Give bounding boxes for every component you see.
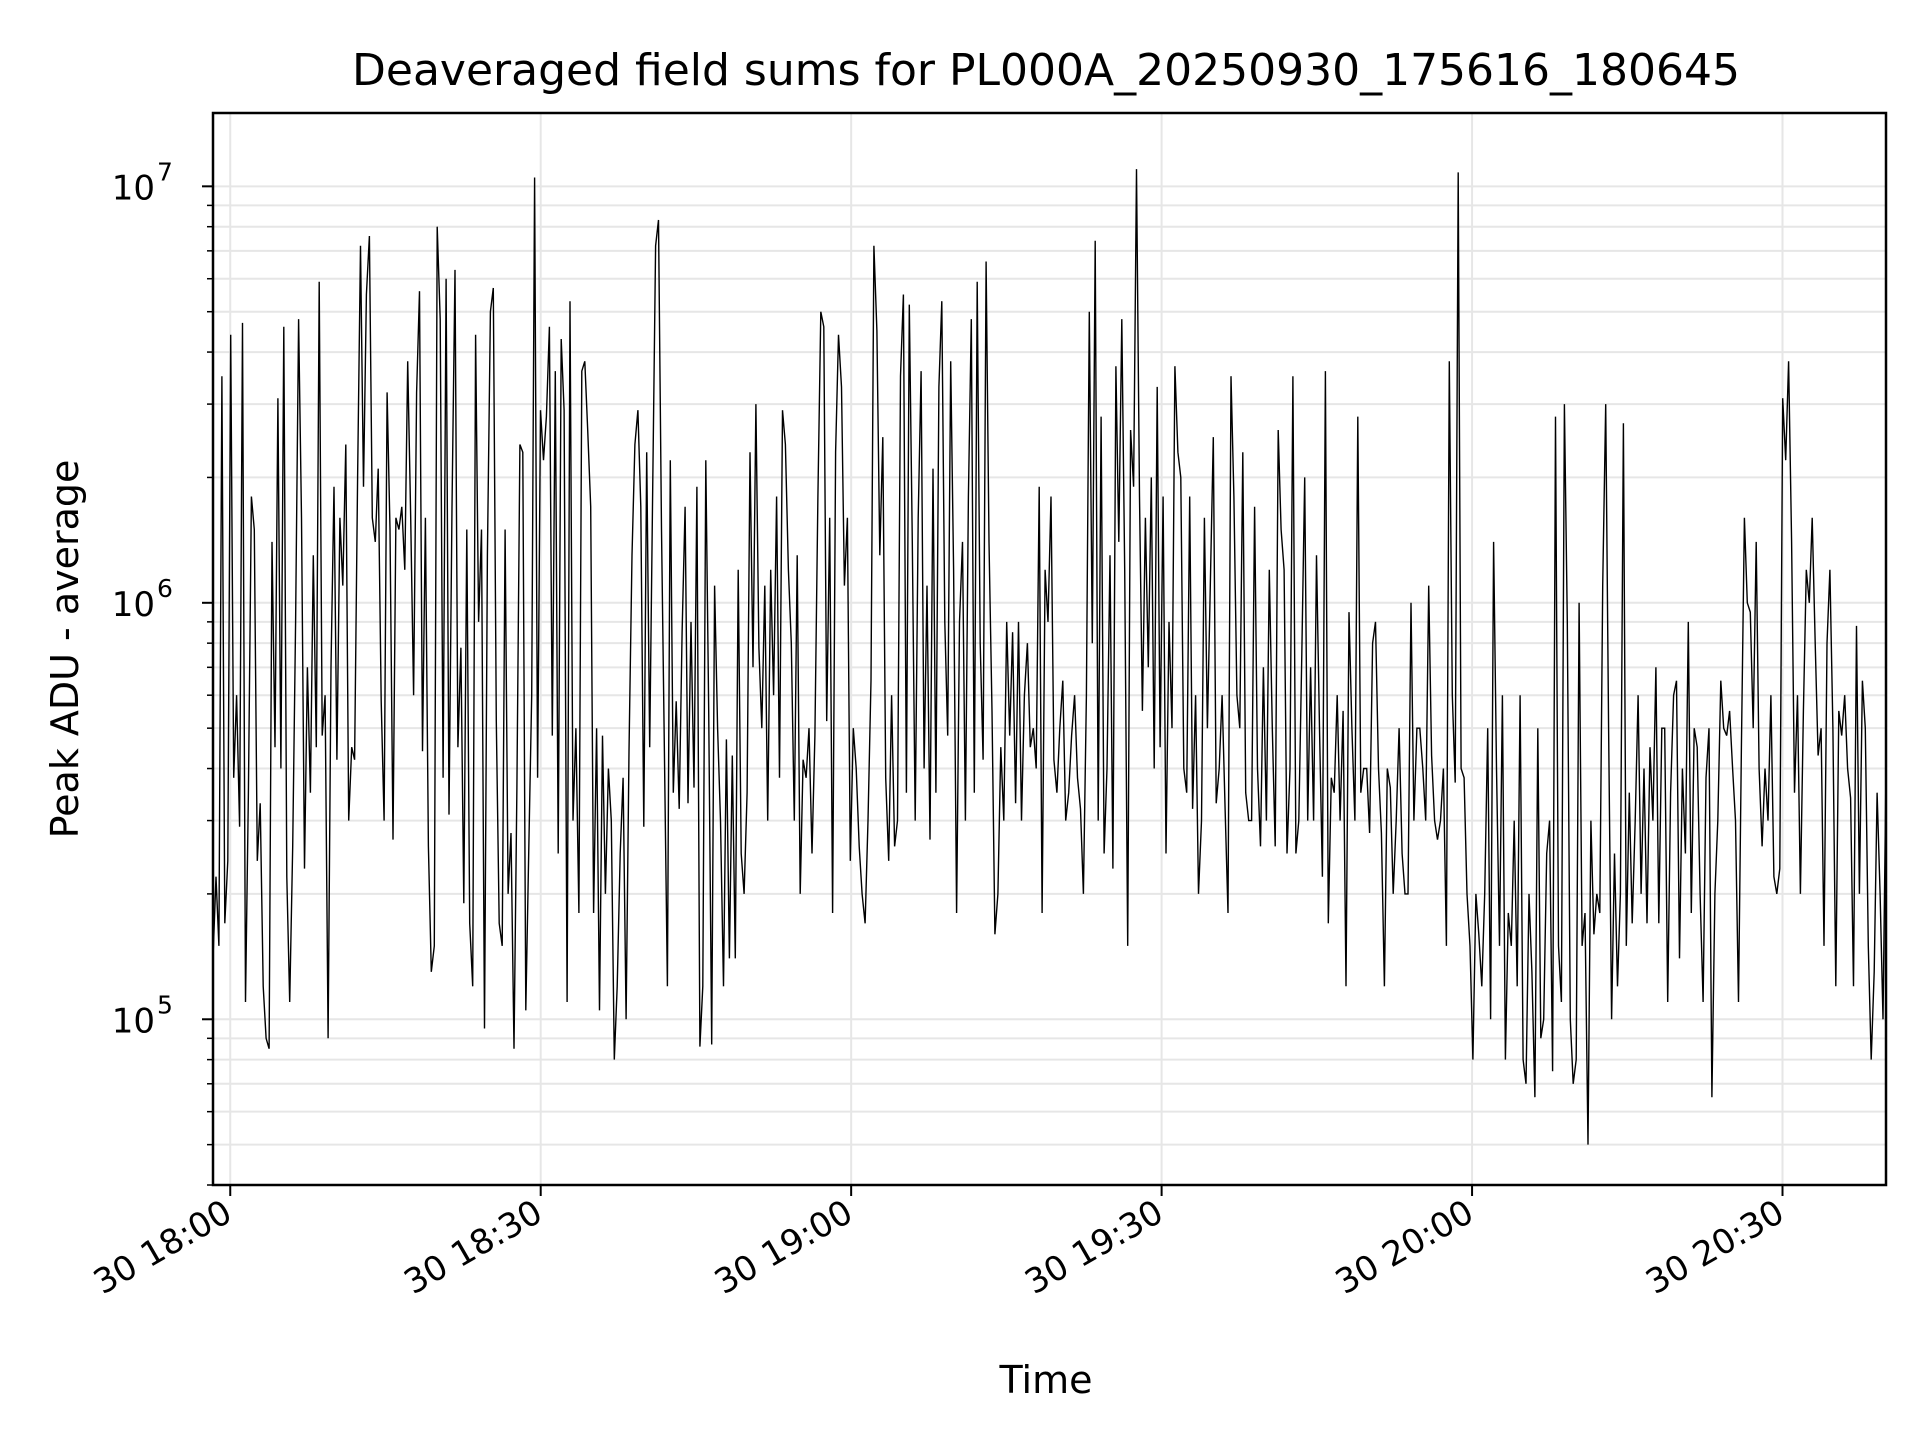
- y-tick-label-exponent: 6: [157, 574, 173, 603]
- y-tick-label: 10: [112, 1001, 155, 1041]
- y-tick-label-exponent: 7: [157, 157, 173, 186]
- x-axis-label: Time: [999, 1358, 1093, 1402]
- y-tick-label: 10: [112, 168, 155, 208]
- series-line: [212, 169, 1887, 1145]
- chart-title: Deaveraged field sums for PL000A_2025093…: [352, 45, 1740, 96]
- y-tick-label: 10: [112, 585, 155, 625]
- y-tick-label-exponent: 5: [157, 990, 173, 1019]
- plot-frame: [211, 111, 1888, 1187]
- series-layer: [212, 169, 1887, 1145]
- y-axis-label: Peak ADU - average: [43, 460, 87, 839]
